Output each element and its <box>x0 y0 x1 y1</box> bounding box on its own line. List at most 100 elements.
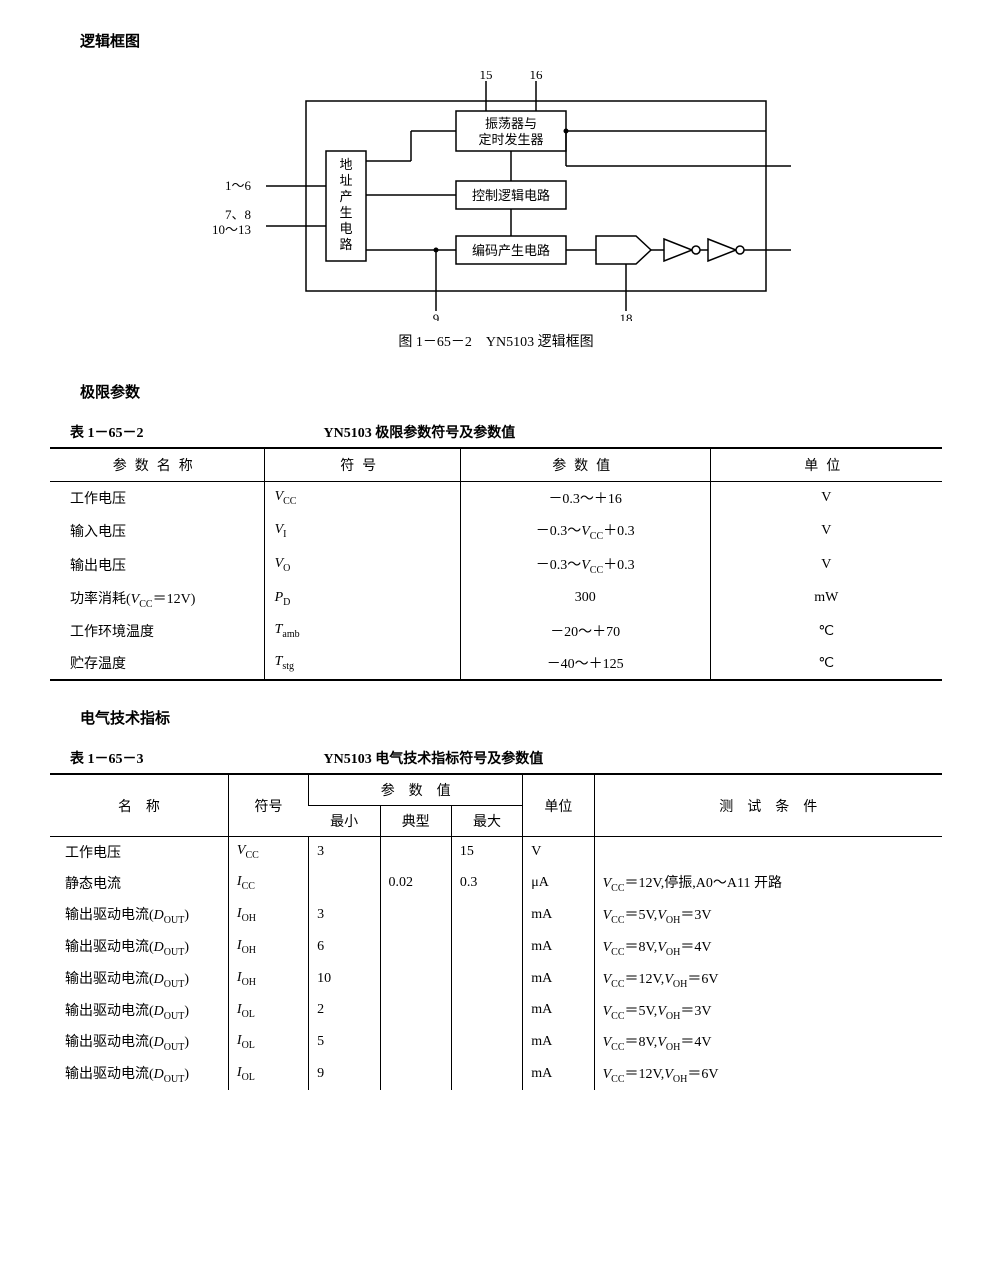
cell-name: 输出驱动电流(DOUT) <box>50 995 228 1027</box>
t2-h-min: 最小 <box>309 806 380 837</box>
svg-text:址: 址 <box>339 173 352 188</box>
enc-label: 编码产生电路 <box>472 243 550 258</box>
cell-sym: VCC <box>228 837 308 868</box>
osc-label-2: 定时发生器 <box>478 132 543 147</box>
cell-cond: VCC＝12V,VOH＝6V <box>594 1058 942 1090</box>
cell-unit: V <box>523 837 594 868</box>
cell-unit: mA <box>523 1058 594 1090</box>
cell-cond: VCC＝5V,VOH＝3V <box>594 995 942 1027</box>
cell-val: －0.3～VCC＋0.3 <box>460 548 710 582</box>
pin-18: 18 <box>620 311 633 321</box>
cell-sym: IOL <box>228 1058 308 1090</box>
cell-name: 输出驱动电流(DOUT) <box>50 1026 228 1058</box>
cell-cond: VCC＝12V,VOH＝6V <box>594 963 942 995</box>
cell-name: 输出驱动电流(DOUT) <box>50 931 228 963</box>
pin-9: 9 <box>433 311 440 321</box>
table1-label: 表 1－65－2 <box>70 422 144 442</box>
cell-max <box>451 1058 522 1090</box>
pin-1-6: 1～6 <box>225 178 252 193</box>
t2-h-unit: 单位 <box>523 774 594 837</box>
cell-unit: mA <box>523 995 594 1027</box>
cell-val: －0.3～＋16 <box>460 482 710 515</box>
section-title-logic: 逻辑框图 <box>80 30 942 51</box>
cell-name: 工作环境温度 <box>50 615 264 647</box>
cell-cond: VCC＝8V,VOH＝4V <box>594 1026 942 1058</box>
pin-7-8: 7、8 <box>225 207 251 222</box>
cell-sym: PD <box>264 582 460 616</box>
logic-diagram: 地 址 产 生 电 路 振荡器与 定时发生器 控制逻辑电路 编码产生电路 <box>196 71 796 321</box>
table-row: 输出驱动电流(DOUT)IOL2 mAVCC＝5V,VOH＝3V <box>50 995 942 1027</box>
cell-typ <box>380 837 451 868</box>
cell-name: 输出驱动电流(DOUT) <box>50 1058 228 1090</box>
table-row: 输出驱动电流(DOUT)IOL5mAVCC＝8V,VOH＝4V <box>50 1026 942 1058</box>
t2-h-sym: 符号 <box>228 774 308 837</box>
cell-unit: mA <box>523 899 594 931</box>
cell-max <box>451 963 522 995</box>
cell-typ <box>380 995 451 1027</box>
cell-unit: mA <box>523 931 594 963</box>
osc-label-1: 振荡器与 <box>485 116 537 131</box>
cell-typ <box>380 1026 451 1058</box>
cell-name: 输出驱动电流(DOUT) <box>50 899 228 931</box>
cell-unit: μA <box>523 867 594 899</box>
cell-max <box>451 899 522 931</box>
cell-min: 6 <box>309 931 380 963</box>
cell-max <box>451 931 522 963</box>
electrical-table: 名 称 符号 参 数 值 单位 测 试 条 件 最小 典型 最大 工作电压VCC… <box>50 773 942 1090</box>
cell-unit: ℃ <box>710 615 942 647</box>
table2-title: YN5103 电气技术指标符号及参数值 <box>324 748 544 768</box>
cell-sym: IOH <box>228 931 308 963</box>
cell-name: 工作电压 <box>50 837 228 868</box>
t2-h-name: 名 称 <box>50 774 228 837</box>
svg-text:地: 地 <box>339 157 352 172</box>
table-row: 贮存温度Tstg－40～＋125℃ <box>50 647 942 680</box>
cell-unit: mA <box>523 963 594 995</box>
pin-16: 16 <box>530 71 544 82</box>
cell-name: 输入电压 <box>50 514 264 548</box>
svg-text:生: 生 <box>339 205 352 220</box>
cell-val: －0.3～VCC＋0.3 <box>460 514 710 548</box>
cell-typ <box>380 931 451 963</box>
svg-text:路: 路 <box>339 237 352 252</box>
cell-max: 15 <box>451 837 522 868</box>
cell-cond: VCC＝5V,VOH＝3V <box>594 899 942 931</box>
cell-unit: V <box>710 514 942 548</box>
cell-min: 3 <box>309 899 380 931</box>
t1-h-val: 参数值 <box>460 448 710 482</box>
t2-h-val: 参 数 值 <box>309 774 523 806</box>
pin-15: 15 <box>480 71 493 82</box>
cell-name: 输出电压 <box>50 548 264 582</box>
cell-cond: VCC＝12V,停振,A0～A11 开路 <box>594 867 942 899</box>
cell-name: 输出驱动电流(DOUT) <box>50 963 228 995</box>
cell-min: 2 <box>309 995 380 1027</box>
cell-sym: VI <box>264 514 460 548</box>
t1-h-name: 参数名称 <box>50 448 264 482</box>
table-row: 工作电压VCC－0.3～＋16V <box>50 482 942 515</box>
cell-sym: IOH <box>228 963 308 995</box>
table-row: 功率消耗(VCC＝12V)PD300mW <box>50 582 942 616</box>
cell-max <box>451 995 522 1027</box>
cell-val: －20～＋70 <box>460 615 710 647</box>
cell-typ <box>380 1058 451 1090</box>
cell-min: 3 <box>309 837 380 868</box>
table-row: 输出驱动电流(DOUT)IOL9mAVCC＝12V,VOH＝6V <box>50 1058 942 1090</box>
cell-name: 静态电流 <box>50 867 228 899</box>
section-title-limits: 极限参数 <box>80 381 942 402</box>
table1-title: YN5103 极限参数符号及参数值 <box>324 422 516 442</box>
t1-h-sym: 符号 <box>264 448 460 482</box>
cell-typ <box>380 963 451 995</box>
table-row: 输出驱动电流(DOUT)IOH10mAVCC＝12V,VOH＝6V <box>50 963 942 995</box>
cell-typ: 0.02 <box>380 867 451 899</box>
table2-label: 表 1－65－3 <box>70 748 144 768</box>
svg-text:产: 产 <box>339 189 352 204</box>
cell-sym: IOL <box>228 995 308 1027</box>
cell-cond: VCC＝8V,VOH＝4V <box>594 931 942 963</box>
cell-typ <box>380 899 451 931</box>
cell-name: 工作电压 <box>50 482 264 515</box>
t2-h-max: 最大 <box>451 806 522 837</box>
table-row: 输出驱动电流(DOUT)IOH3mAVCC＝5V,VOH＝3V <box>50 899 942 931</box>
cell-unit: V <box>710 482 942 515</box>
cell-unit: V <box>710 548 942 582</box>
limits-table: 参数名称 符号 参数值 单位 工作电压VCC－0.3～＋16V输入电压VI－0.… <box>50 447 942 681</box>
cell-unit: mA <box>523 1026 594 1058</box>
